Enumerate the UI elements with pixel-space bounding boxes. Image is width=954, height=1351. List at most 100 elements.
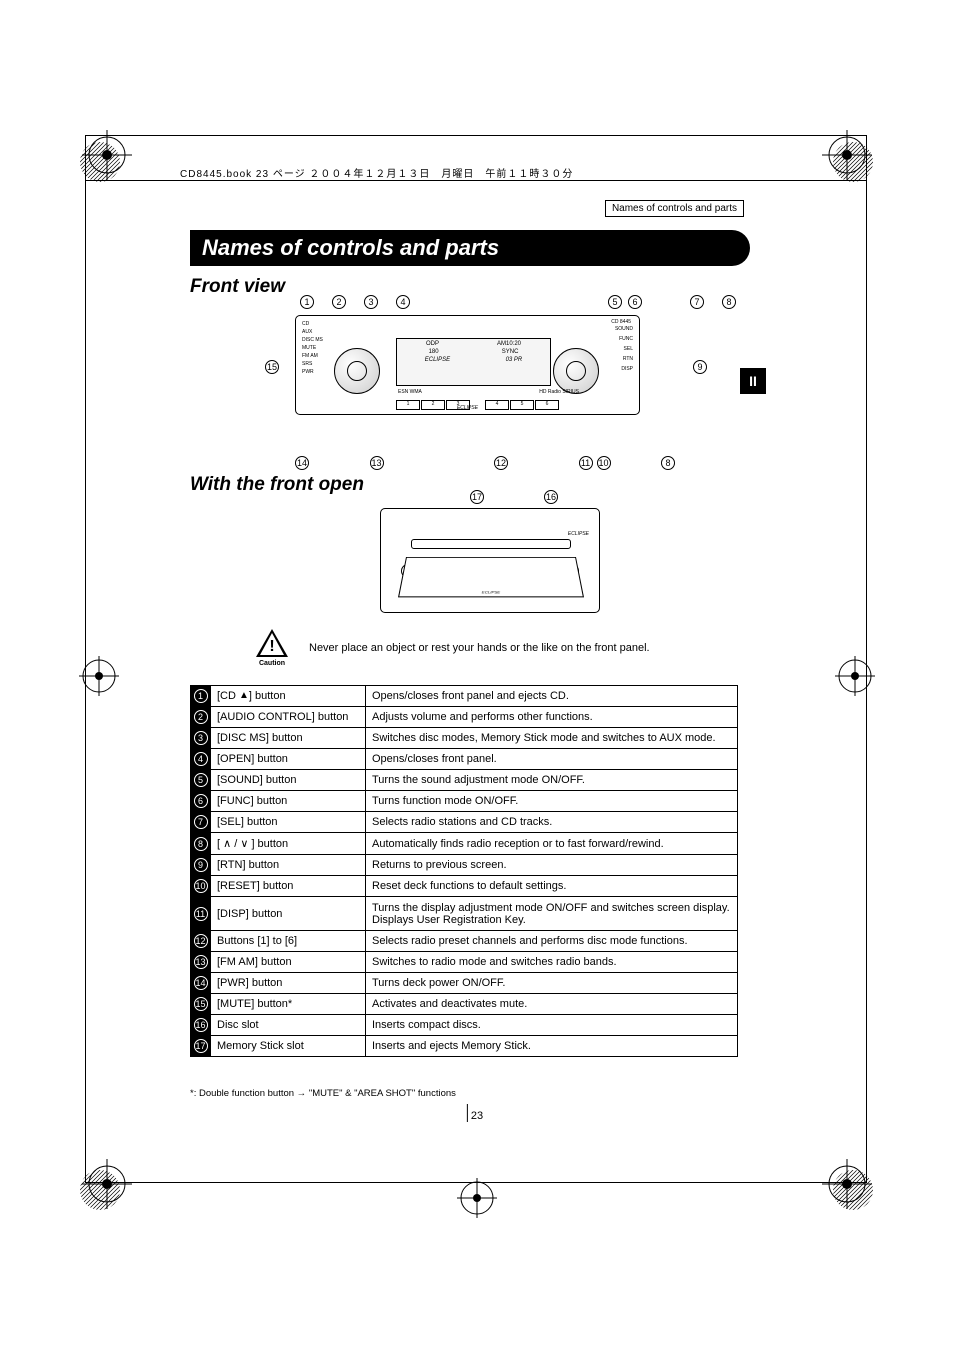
logos-label: HD Radio SIRIUS [539,389,579,395]
control-description: Automatically finds radio reception or t… [366,833,738,855]
row-number-cell: 15 [191,994,211,1015]
callout-7: 7 [690,295,704,309]
callout-1: 1 [300,295,314,309]
control-name: [DISP] button [211,897,366,931]
audio-control-knob [334,348,380,394]
caution-icon: ! Caution [253,628,291,667]
row-number-cell: 13 [191,952,211,973]
svg-text:!: ! [269,638,274,655]
right-label-stack: SOUND FUNC SEL RTN DISP [615,324,633,374]
control-name: Memory Stick slot [211,1036,366,1057]
row-number: 7 [194,815,208,829]
row-number: 9 [194,858,208,872]
eclipse-logo-2: ECLIPSE [568,531,589,537]
control-name: [PWR] button [211,973,366,994]
row-number: 17 [194,1039,208,1053]
radio-open-body: ECLIPSE ECLIPSE [380,508,600,613]
control-name: [SOUND] button [211,770,366,791]
caution-text: Never place an object or rest your hands… [309,642,650,654]
row-number-cell: 5 [191,770,211,791]
subheading-front-open: With the front open [190,474,364,496]
row-number-cell: 1 [191,686,211,707]
callout-14: 14 [295,456,309,470]
table-row: 10[RESET] buttonReset deck functions to … [191,876,738,897]
control-name: [OPEN] button [211,749,366,770]
row-number-cell: 4 [191,749,211,770]
callout-3: 3 [364,295,378,309]
callout-6: 6 [628,295,642,309]
row-number-cell: 6 [191,791,211,812]
table-row: 11[DISP] buttonTurns the display adjustm… [191,897,738,931]
row-number: 3 [194,731,208,745]
callout-10: 10 [597,456,611,470]
row-number-cell: 10 [191,876,211,897]
disc-slot [411,539,571,549]
radio-display: ODPAM10:20 180SYNC ECLIPSE03 PR [396,338,551,386]
row-number-cell: 9 [191,855,211,876]
callout-16: 16 [544,490,558,504]
control-description: Opens/closes front panel and ejects CD. [366,686,738,707]
table-row: 9[RTN] buttonReturns to previous screen. [191,855,738,876]
callout-8-top: 8 [722,295,736,309]
row-number: 14 [194,976,208,990]
row-number-cell: 14 [191,973,211,994]
control-name: [AUDIO CONTROL] button [211,707,366,728]
callouts-bottom-row: 14 13 12 11 10 8 [295,456,675,470]
row-number: 11 [194,907,208,921]
callout-4: 4 [396,295,410,309]
footnote: *: Double function button → "MUTE" & "AR… [190,1088,456,1099]
table-row: 13[FM AM] buttonSwitches to radio mode a… [191,952,738,973]
callout-5: 5 [608,295,622,309]
row-number: 8 [194,837,208,851]
row-number: 15 [194,997,208,1011]
control-description: Activates and deactivates mute. [366,994,738,1015]
row-number-cell: 3 [191,728,211,749]
row-number: 2 [194,710,208,724]
page-number: 23 [471,1110,483,1122]
control-name: Buttons [1] to [6] [211,931,366,952]
table-row: 7[SEL] buttonSelects radio stations and … [191,812,738,833]
control-description: Opens/closes front panel. [366,749,738,770]
radio-front-panel: CD AUX DISC MS MUTE FM AM SRS PWR SOUND … [295,315,640,415]
control-description: Turns function mode ON/OFF. [366,791,738,812]
table-row: 8[ ∧ / ∨ ] buttonAutomatically finds rad… [191,833,738,855]
controls-table: 1[CD ▲] buttonOpens/closes front panel a… [190,685,738,1057]
control-name: [RTN] button [211,855,366,876]
control-description: Selects radio stations and CD tracks. [366,812,738,833]
callouts-top-row: 1 2 3 4 5 6 7 8 [300,295,736,309]
table-row: 14[PWR] buttonTurns deck power ON/OFF. [191,973,738,994]
callout-2: 2 [332,295,346,309]
callout-11: 11 [579,456,593,470]
control-description: Reset deck functions to default settings… [366,876,738,897]
front-view-diagram: 1 2 3 4 5 6 7 8 15 9 CD AUX DISC MS MUTE… [265,295,725,470]
row-number: 1 [194,689,208,703]
control-description: Turns the display adjustment mode ON/OFF… [366,897,738,931]
control-description: Turns deck power ON/OFF. [366,973,738,994]
control-description: Returns to previous screen. [366,855,738,876]
control-description: Switches to radio mode and switches radi… [366,952,738,973]
callout-9: 9 [693,357,707,375]
control-name: [DISC MS] button [211,728,366,749]
control-name: [SEL] button [211,812,366,833]
table-row: 4[OPEN] buttonOpens/closes front panel. [191,749,738,770]
sel-knob [553,348,599,394]
control-description: Turns the sound adjustment mode ON/OFF. [366,770,738,791]
row-number-cell: 16 [191,1015,211,1036]
control-name: [ ∧ / ∨ ] button [211,833,366,855]
table-row: 12Buttons [1] to [6]Selects radio preset… [191,931,738,952]
control-name: [FUNC] button [211,791,366,812]
row-number-cell: 12 [191,931,211,952]
eclipse-logo: ECLIPSE [457,405,478,411]
control-name: Disc slot [211,1015,366,1036]
table-row: 6[FUNC] buttonTurns function mode ON/OFF… [191,791,738,812]
control-description: Inserts and ejects Memory Stick. [366,1036,738,1057]
callouts-d2-top: 17 16 [470,490,558,504]
caution-block: ! Caution Never place an object or rest … [253,628,650,667]
callout-8-bottom: 8 [661,456,675,470]
table-row: 2[AUDIO CONTROL] buttonAdjusts volume an… [191,707,738,728]
caution-label: Caution [253,660,291,667]
row-number: 6 [194,794,208,808]
row-number-cell: 17 [191,1036,211,1057]
row-number-cell: 11 [191,897,211,931]
header-rule [85,180,867,181]
